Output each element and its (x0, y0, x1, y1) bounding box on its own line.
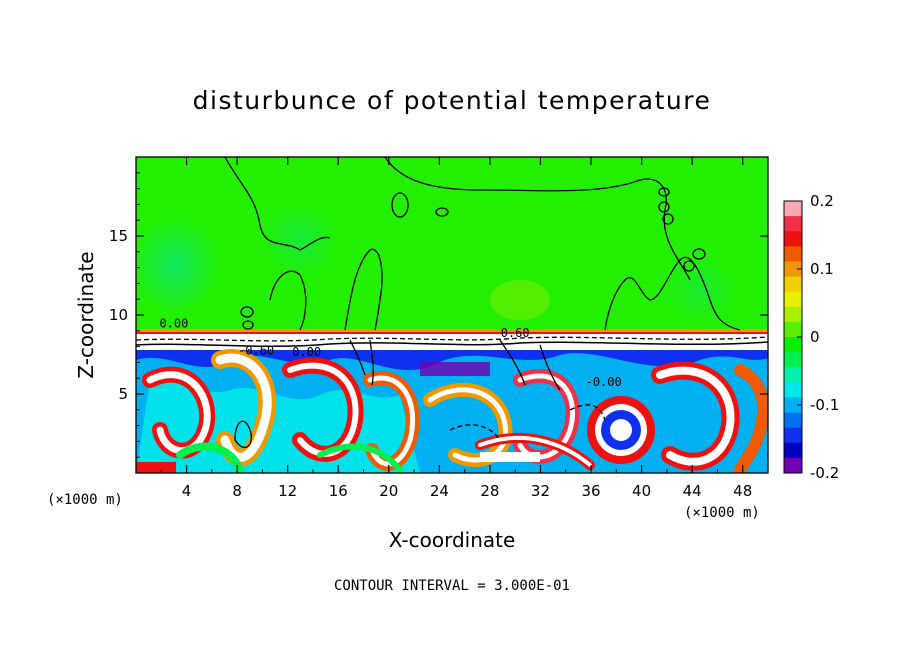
y-tick-label: 5 (118, 385, 128, 403)
colorbar-segment (784, 427, 802, 444)
colorbar-segment (784, 231, 802, 247)
colorbar-segment (784, 216, 802, 232)
x-tick-label: 40 (632, 482, 651, 500)
colorbar-segment (784, 412, 802, 429)
colorbar-ticks: 0.2 0.1 0 -0.1 -0.2 (797, 192, 839, 482)
contour-interval-note: CONTOUR INTERVAL = 3.000E-01 (333, 578, 570, 594)
x-tick-label: 28 (480, 482, 499, 500)
colorbar (783, 200, 803, 474)
x-tick-label: 36 (581, 482, 600, 500)
x-axis: 4 8 12 16 20 24 28 32 36 40 44 48 (160, 157, 752, 500)
colorbar-segment (784, 276, 802, 293)
x-tick-label: 20 (379, 482, 398, 500)
x-tick-label: 16 (329, 482, 348, 500)
contour-label: 0.00 (292, 345, 321, 359)
colorbar-segment (784, 306, 802, 323)
colorbar-segment (784, 442, 802, 459)
y-unit-label: (×1000 m) (47, 492, 123, 508)
x-tick-label: 12 (278, 482, 297, 500)
contour-label: -0.60 (238, 344, 274, 358)
colorbar-segment (784, 246, 802, 262)
colorbar-segment (784, 382, 802, 398)
colorbar-segment (784, 201, 802, 217)
x-unit-label: (×1000 m) (684, 505, 760, 521)
x-tick-label: 8 (232, 482, 242, 500)
y-tick-label: 10 (109, 306, 128, 324)
colorbar-tick-label: 0.1 (810, 260, 834, 278)
y-axis-title: Z-coordinate (74, 251, 98, 378)
y-axis: 5 10 15 (109, 172, 768, 458)
colorbar-segment (784, 457, 802, 474)
colorbar-tick-label: 0 (810, 328, 820, 346)
colorbar-segment (784, 321, 802, 338)
x-tick-label: 4 (182, 482, 192, 500)
colorbar-segment (784, 352, 802, 368)
x-tick-label: 32 (531, 482, 550, 500)
x-tick-label: 48 (733, 482, 752, 500)
x-tick-label: 44 (683, 482, 702, 500)
colorbar-tick-label: -0.2 (810, 464, 839, 482)
colorbar-segment (784, 337, 802, 353)
contour-label: 0.60 (501, 326, 530, 340)
chart-title: disturbunce of potential temperature (192, 86, 712, 115)
colorbar-segment (784, 261, 802, 278)
temperature-field (136, 157, 768, 473)
colorbar-segment (784, 291, 802, 308)
colorbar-segment (784, 367, 802, 383)
y-tick-label: 15 (109, 227, 128, 245)
x-tick-label: 24 (430, 482, 449, 500)
contour-label: -0.00 (586, 375, 622, 389)
contour-labels: 0.00 -0.60 0.00 0.60 -0.00 (159, 317, 621, 389)
colorbar-segment (784, 397, 802, 414)
x-axis-title: X-coordinate (389, 528, 516, 552)
colorbar-tick-label: -0.1 (810, 396, 839, 414)
contour-label: 0.00 (159, 317, 188, 331)
colorbar-tick-label: 0.2 (810, 192, 834, 210)
